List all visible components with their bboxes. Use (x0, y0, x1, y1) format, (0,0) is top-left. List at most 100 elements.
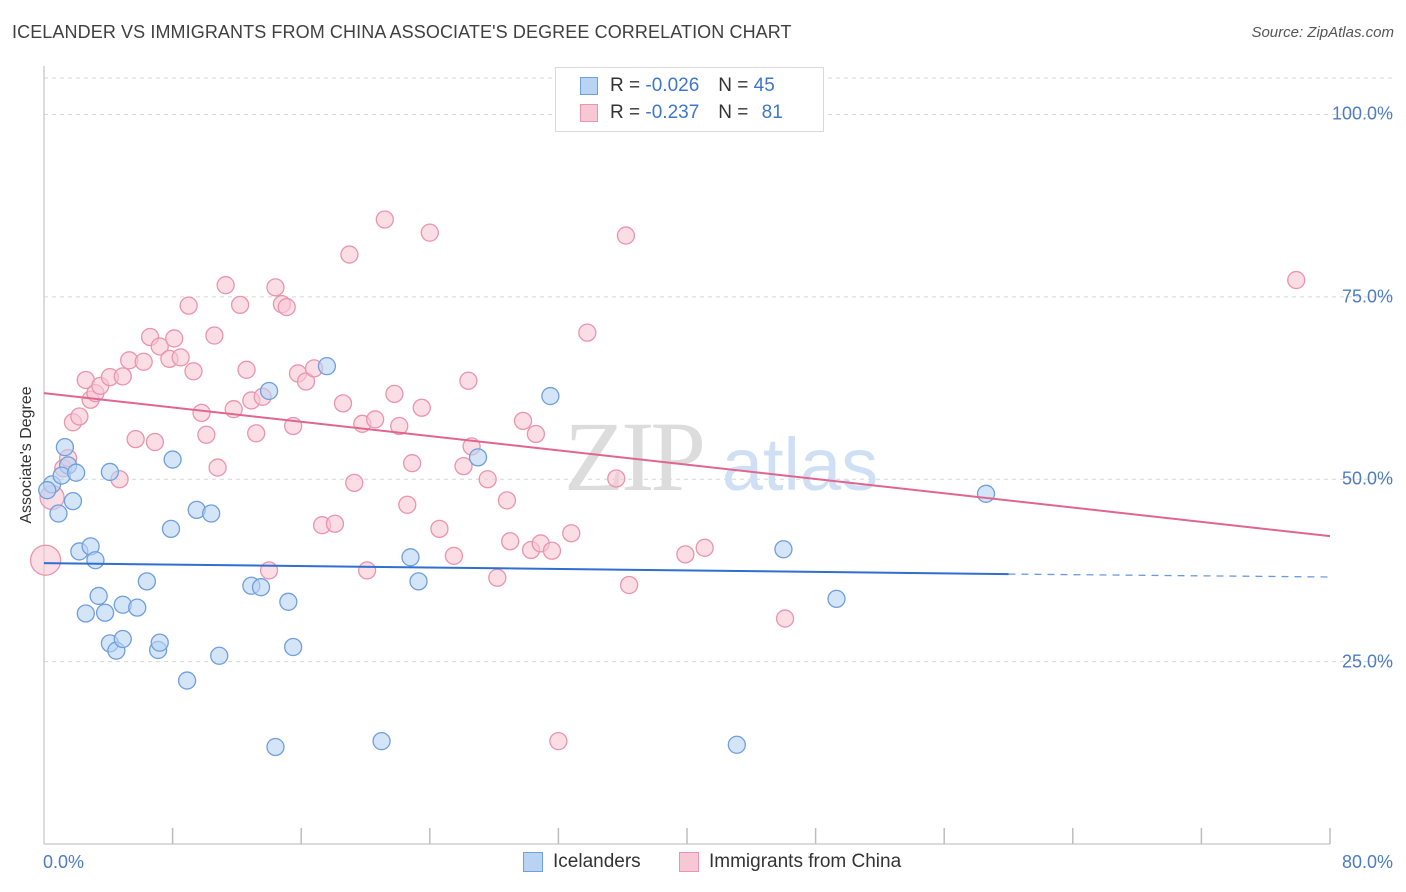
icelander-point (827, 589, 846, 609)
china-point (488, 568, 507, 587)
y-tick-label: 75.0% (1341, 286, 1393, 307)
china-point (216, 276, 235, 295)
legend-r-label: R = (610, 102, 641, 123)
icelander-point (177, 671, 197, 690)
legend-swatch-pink (580, 104, 598, 122)
source-label: Source: ZipAtlas.com (1251, 24, 1394, 41)
icelander-point (210, 646, 229, 665)
icelander-point (202, 504, 221, 523)
china-point (501, 532, 520, 551)
china-point (454, 456, 473, 476)
china-point (208, 458, 227, 477)
china-point (296, 372, 316, 391)
legend-item-china: Immigrants from China (679, 851, 901, 873)
icelander-point (317, 357, 337, 376)
icelander-point (727, 735, 746, 754)
legend-n-value: 81 (761, 102, 783, 123)
legend-swatch-icelanders (523, 852, 543, 872)
y-tick-label: 50.0% (1341, 468, 1393, 489)
china-point (150, 337, 169, 356)
x-tick-label-max: 80.0% (1341, 852, 1393, 872)
china-point (526, 424, 546, 444)
china-point (205, 326, 224, 345)
icelander-point (976, 484, 996, 503)
china-point (277, 297, 296, 317)
correlation-legend: R = -0.026 N = 45 R = -0.237 N = 81 (555, 67, 824, 132)
icelander-point (401, 548, 420, 567)
china-point (444, 546, 464, 565)
icelander-point (163, 450, 182, 469)
china-point (375, 210, 394, 229)
china-point (478, 470, 497, 489)
legend-label-china: Immigrants from China (709, 851, 902, 872)
icelander-point (266, 737, 285, 757)
china-point (266, 278, 285, 297)
china-point (192, 403, 211, 423)
legend-label-icelanders: Icelanders (553, 851, 641, 872)
icelander-point (67, 463, 86, 482)
china-point (237, 360, 256, 379)
china-point (345, 473, 364, 493)
china-point (390, 416, 409, 436)
china-point (357, 561, 377, 580)
icelander-point (259, 381, 279, 401)
china-point (562, 524, 581, 543)
china-point (676, 545, 695, 564)
icelander-point (150, 633, 169, 652)
china-point (775, 609, 795, 628)
china-point (402, 454, 422, 473)
legend-r-value: -0.237 (645, 102, 700, 123)
icelander-point (95, 603, 115, 622)
legend-n-value: 45 (753, 75, 775, 96)
icelander-point (55, 437, 75, 457)
china-point (259, 561, 279, 580)
china-point (230, 295, 250, 315)
china-point (247, 424, 266, 443)
icelander-point (89, 586, 108, 606)
china-point (497, 491, 517, 510)
legend-row-icelanders: R = -0.026 N = 45 (580, 73, 775, 99)
china-point (184, 362, 203, 381)
china-point (420, 223, 439, 242)
china-point (695, 538, 714, 557)
watermark-atlas: atlas (722, 423, 878, 506)
icelander-point (409, 572, 428, 591)
china-point (616, 226, 636, 245)
china-point (29, 544, 62, 576)
icelander-point (279, 592, 298, 611)
legend-r-label: R = (610, 75, 641, 96)
icelander-point (284, 637, 303, 657)
china-point (365, 410, 385, 429)
china-point (340, 245, 359, 264)
legend-item-icelanders: Icelanders (523, 851, 641, 873)
icelander-point (63, 491, 83, 511)
icelander-point (49, 504, 68, 523)
legend-r-value: -0.026 (645, 75, 700, 96)
icelanders-trend-extension (1008, 573, 1331, 578)
legend-swatch-china (679, 852, 699, 872)
icelander-point (38, 481, 57, 500)
chart-title: ICELANDER VS IMMIGRANTS FROM CHINA ASSOC… (12, 22, 792, 42)
china-point (619, 575, 639, 595)
china-point (126, 429, 145, 449)
legend-n-label: N = (718, 102, 749, 123)
china-point (398, 495, 417, 514)
china-trend-line (43, 392, 1331, 538)
icelander-point (541, 386, 560, 406)
china-point (459, 371, 478, 390)
china-point (1287, 270, 1306, 290)
china-point (113, 367, 132, 386)
y-tick-label: 25.0% (1341, 651, 1393, 672)
china-point (549, 731, 568, 751)
icelanders-trend-line (43, 562, 1009, 576)
legend-n-label: N = (718, 75, 749, 96)
china-point (197, 425, 216, 444)
icelander-point (251, 578, 271, 597)
china-point (171, 348, 190, 367)
china-point (333, 394, 353, 413)
icelander-point (76, 604, 95, 623)
watermark-zip: ZIP (564, 401, 702, 512)
legend-swatch-blue (580, 77, 598, 95)
icelander-point (86, 551, 105, 570)
